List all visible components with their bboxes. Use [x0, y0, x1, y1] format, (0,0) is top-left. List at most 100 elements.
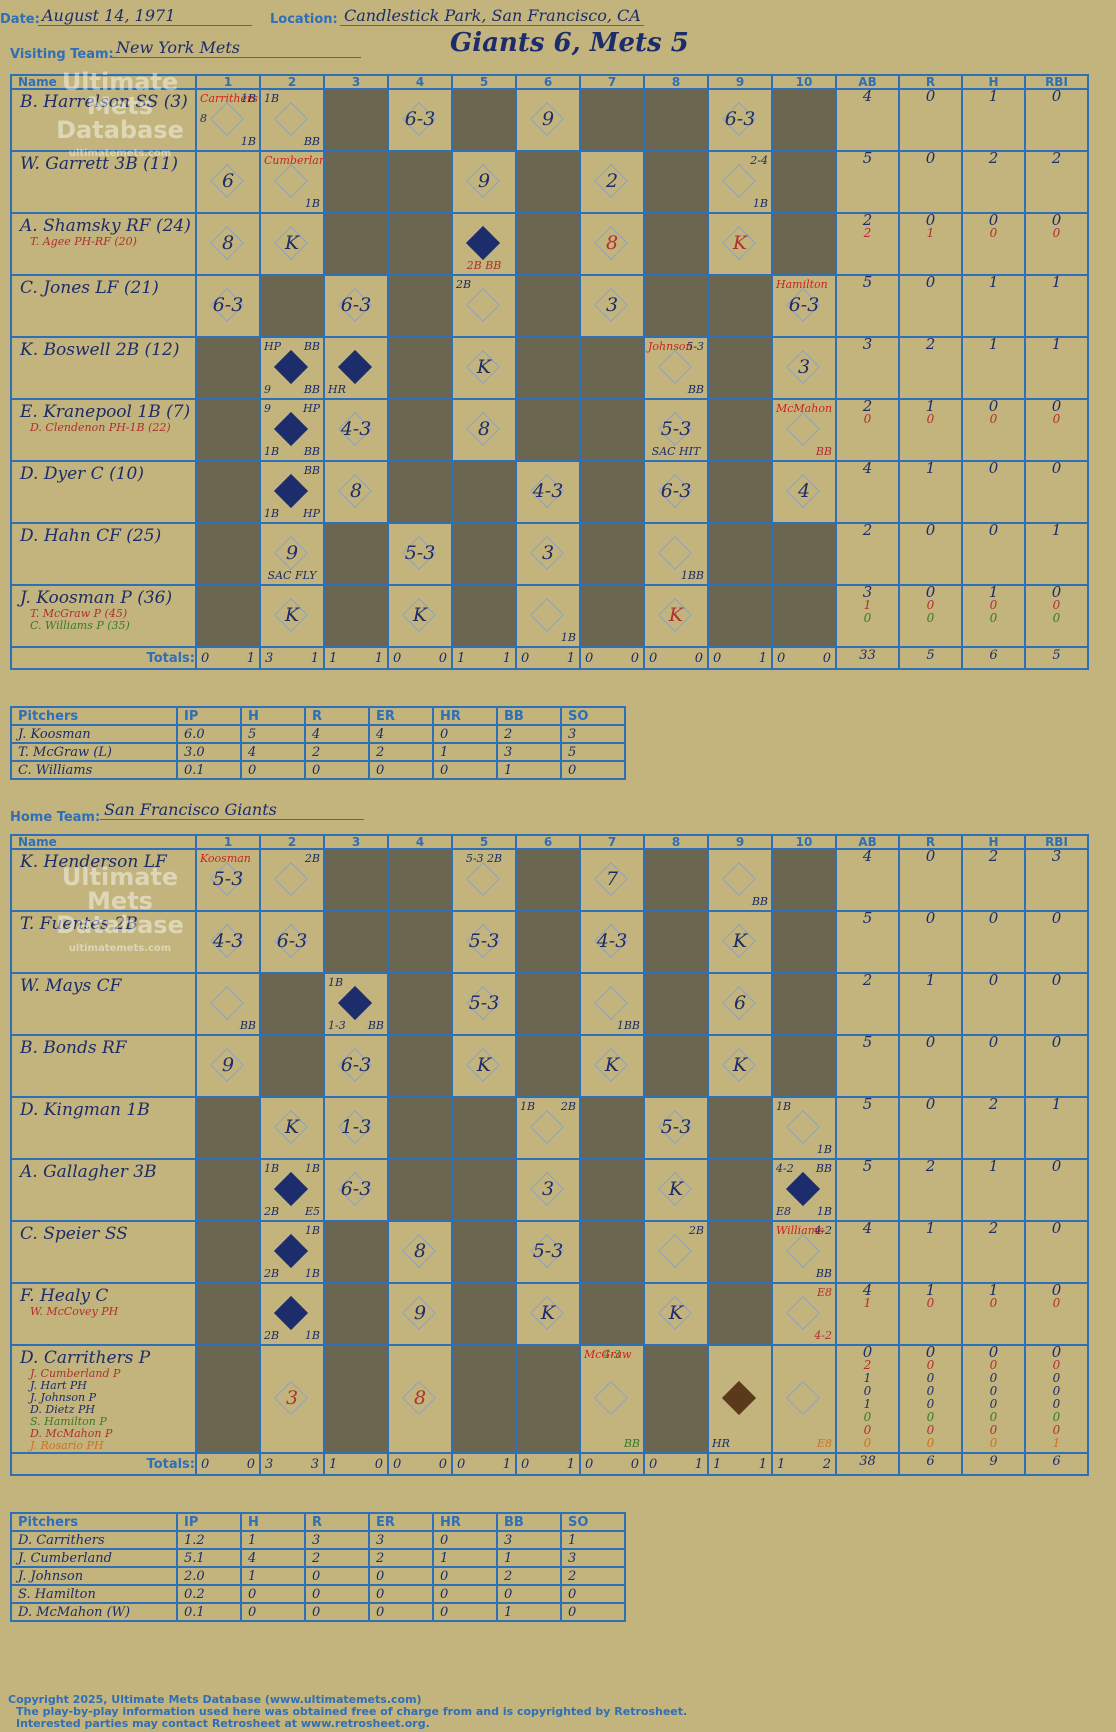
visiting-pitching-table: Pitchers IP H R ER HR BB SO J. Koosman 6.0 5 4 4 0 2 3 T…: [10, 706, 626, 780]
inning-cell: 3: [259, 1344, 325, 1454]
stat-value: 5: [862, 151, 873, 167]
pitching-stat: 2: [560, 1566, 626, 1586]
inning-cell: [707, 1158, 773, 1222]
column-header: RBI: [1024, 74, 1089, 90]
inning-cell: [771, 150, 837, 214]
batter-name: J. Koosman P (36): [20, 588, 173, 608]
pitcher-name: J. Koosman: [10, 724, 178, 744]
pitching-stat: 0: [432, 1602, 498, 1622]
inning-cell: 5-3 SAC HIT: [643, 398, 709, 462]
inning-cell: 6-3: [323, 274, 389, 338]
play-result: 3: [797, 356, 811, 378]
stat-value: 1: [863, 1397, 872, 1411]
stat-value: 1: [988, 337, 999, 353]
stat-value: 0: [1051, 1283, 1062, 1299]
pitching-stat: 3: [560, 1548, 626, 1568]
stat-value: 0: [989, 226, 998, 240]
visiting-scorecard: Name 1 2 3 4 5 6 7 8 9 10 AB R H RBI B. Harrelson SS (3…: [10, 74, 1089, 670]
inning-runs: 0: [521, 1456, 530, 1472]
inning-cell: [451, 584, 517, 648]
inning-cell: [323, 584, 389, 648]
pitching-stat: 0.1: [176, 760, 242, 780]
pitching-stat: 0: [560, 760, 626, 780]
total-r: 5: [898, 646, 963, 670]
inning-cell: 9: [195, 1034, 261, 1098]
inning-hits: 0: [630, 650, 639, 666]
pitching-stat: 0: [368, 1566, 434, 1586]
inning-cell: [771, 972, 837, 1036]
play-result: K: [732, 1054, 748, 1076]
stat-value: 0: [1051, 213, 1062, 229]
location-label: Location:: [270, 12, 338, 27]
inning-cell: 9: [515, 88, 581, 152]
stat-value: 0: [1051, 399, 1062, 415]
inning-hits: 2: [822, 1456, 831, 1472]
diamond-icon: [786, 1110, 820, 1144]
inning-cell: K: [259, 584, 325, 648]
home-value: San Francisco Giants: [100, 800, 364, 820]
diamond-icon: [722, 862, 756, 896]
watermark-top: Ultimate Mets Database ultimatemets.com: [56, 68, 184, 159]
inning-cell: [195, 336, 261, 400]
stat-rbi-cell: 0: [1024, 972, 1089, 1036]
stat-r-cell: 2: [898, 336, 963, 400]
batter-row: C. Speier SS 1B 2B 1B 8 5-3 2B Williams 4-2 BB 4 1 2…: [10, 1220, 1089, 1284]
stat-rbi-cell: 0: [1024, 1158, 1089, 1222]
stat-value: 0: [1052, 598, 1061, 612]
stat-value: 4: [862, 1221, 873, 1237]
batter-name-cell: W. Garrett 3B (11): [10, 150, 197, 214]
stat-value: 0: [989, 1384, 998, 1398]
pitching-stat: 0: [368, 760, 434, 780]
diamond-icon: [274, 1296, 308, 1330]
diamond-icon: [786, 412, 820, 446]
inning-cell: [451, 1220, 517, 1284]
inning-hits: 3: [310, 1456, 319, 1472]
inning-cell: 1-3: [323, 1096, 389, 1160]
stat-value: 0: [989, 412, 998, 426]
batter-row: D. Hahn CF (25) 9 SAC FLY 5-3 3 1BB 2 0 0 1: [10, 522, 1089, 586]
batter-name-cell: B. Bonds RF: [10, 1034, 197, 1098]
inning-cell: K: [707, 910, 773, 974]
substitute-name: J. Rosario PH: [30, 1439, 104, 1452]
diamond-icon: [722, 164, 756, 198]
inning-cell: 8: [323, 460, 389, 524]
pitching-stat: 1: [496, 760, 562, 780]
inning-cell: K: [707, 212, 773, 276]
date-label: Date:: [0, 12, 40, 27]
pitcher-row: D. McMahon (W) 0.1 0 0 0 0 1 0: [10, 1602, 626, 1622]
stat-value: 0: [988, 461, 999, 477]
stat-ab-cell: 4: [835, 88, 900, 152]
inning-cell: 6-3: [323, 1034, 389, 1098]
play-result: 6-3: [340, 1178, 372, 1200]
column-header: 6: [515, 74, 581, 90]
pitching-header: H: [240, 1512, 306, 1532]
play-result: 6-3: [660, 480, 692, 502]
pitcher-name: D. Carrithers: [10, 1530, 178, 1550]
play-note: 1B: [816, 1205, 832, 1218]
inning-cell: [323, 1344, 389, 1454]
inning-hits: 1: [310, 650, 319, 666]
inning-cell: K: [259, 1096, 325, 1160]
stat-rbi-cell: 1: [1024, 274, 1089, 338]
batter-name: B. Harrelson SS (3): [20, 92, 188, 112]
play-result: K: [476, 1054, 492, 1076]
play-note: BB: [815, 1162, 832, 1175]
play-result: 6-3: [340, 294, 372, 316]
stat-rbi-cell: 1: [1024, 336, 1089, 400]
pitcher-row: T. McGraw (L) 3.0 4 2 2 1 3 5: [10, 742, 626, 762]
stat-ab-cell: 5: [835, 1034, 900, 1098]
stat-value: 1: [925, 461, 936, 477]
pitching-header: HR: [432, 706, 498, 726]
stat-value: 0: [926, 1397, 935, 1411]
pitcher-name: T. McGraw (L): [10, 742, 178, 762]
play-result: K: [668, 1302, 684, 1324]
batter-name: D. Hahn CF (25): [20, 526, 162, 546]
batter-name-cell: F. Healy C W. McCovey PH: [10, 1282, 197, 1346]
